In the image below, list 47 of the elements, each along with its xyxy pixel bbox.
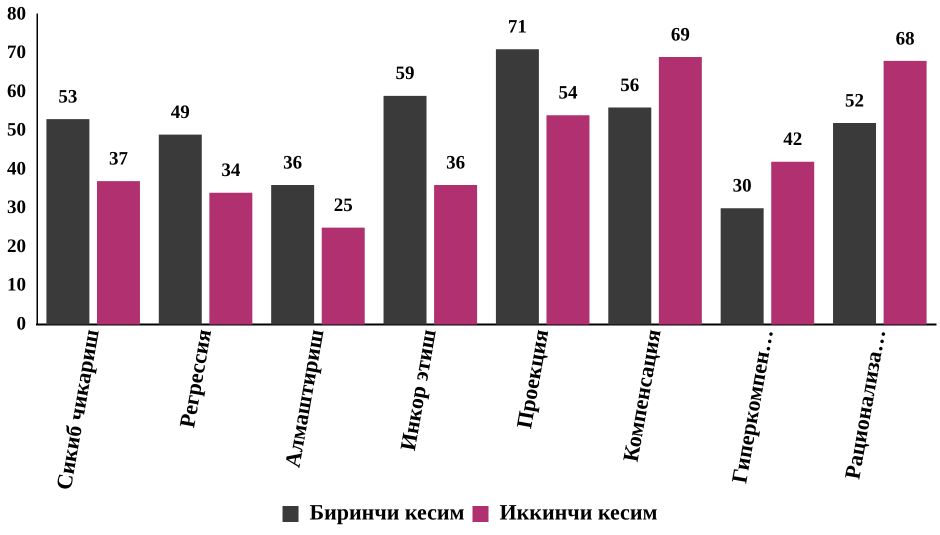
bar [771,162,814,325]
data-label: 34 [221,160,241,182]
bar [546,115,590,325]
bar [496,49,539,325]
data-label: 54 [558,82,578,104]
legend-label: Иккинчи кесим [499,500,658,525]
y-tick-label: 20 [7,236,26,257]
y-tick-label: 10 [7,274,26,296]
y-tick-label: 50 [7,120,26,141]
bar [384,96,427,325]
data-label: 37 [108,148,128,170]
y-tick-label: 0 [16,313,26,334]
bar [720,208,764,325]
x-tick-label: Проекция [511,327,554,430]
bar [209,192,252,325]
x-tick-label: Сикиб чикариш [50,327,104,492]
data-label: 69 [670,24,690,46]
x-tick-label: Регрессия [174,327,216,430]
data-label: 25 [334,195,353,216]
bar [46,119,90,325]
data-label: 68 [896,28,915,50]
x-tick-label: Инкор этиш [394,327,441,452]
bar [158,134,202,325]
data-label: 52 [845,90,864,112]
bar [271,184,314,325]
y-tick-label: 40 [7,158,26,180]
data-label: 42 [783,129,802,150]
y-tick-label: 60 [7,80,26,102]
data-label: 59 [396,63,415,84]
bar [658,57,702,325]
bar [322,228,365,325]
legend-label: Биринчи кесим [310,500,465,525]
data-label: 71 [508,16,527,38]
data-label: 53 [58,86,78,108]
data-label: 36 [283,152,302,174]
y-tick-label: 80 [7,3,26,24]
data-label: 49 [170,102,190,123]
bar [434,184,478,325]
bar [608,107,652,325]
bar [96,181,140,325]
bar [833,122,876,325]
bar [884,60,927,325]
data-label: 56 [620,74,640,96]
data-label: 36 [446,152,466,174]
y-tick-label: 70 [7,42,26,64]
y-tick-label: 30 [7,197,26,218]
data-label: 30 [732,176,752,197]
